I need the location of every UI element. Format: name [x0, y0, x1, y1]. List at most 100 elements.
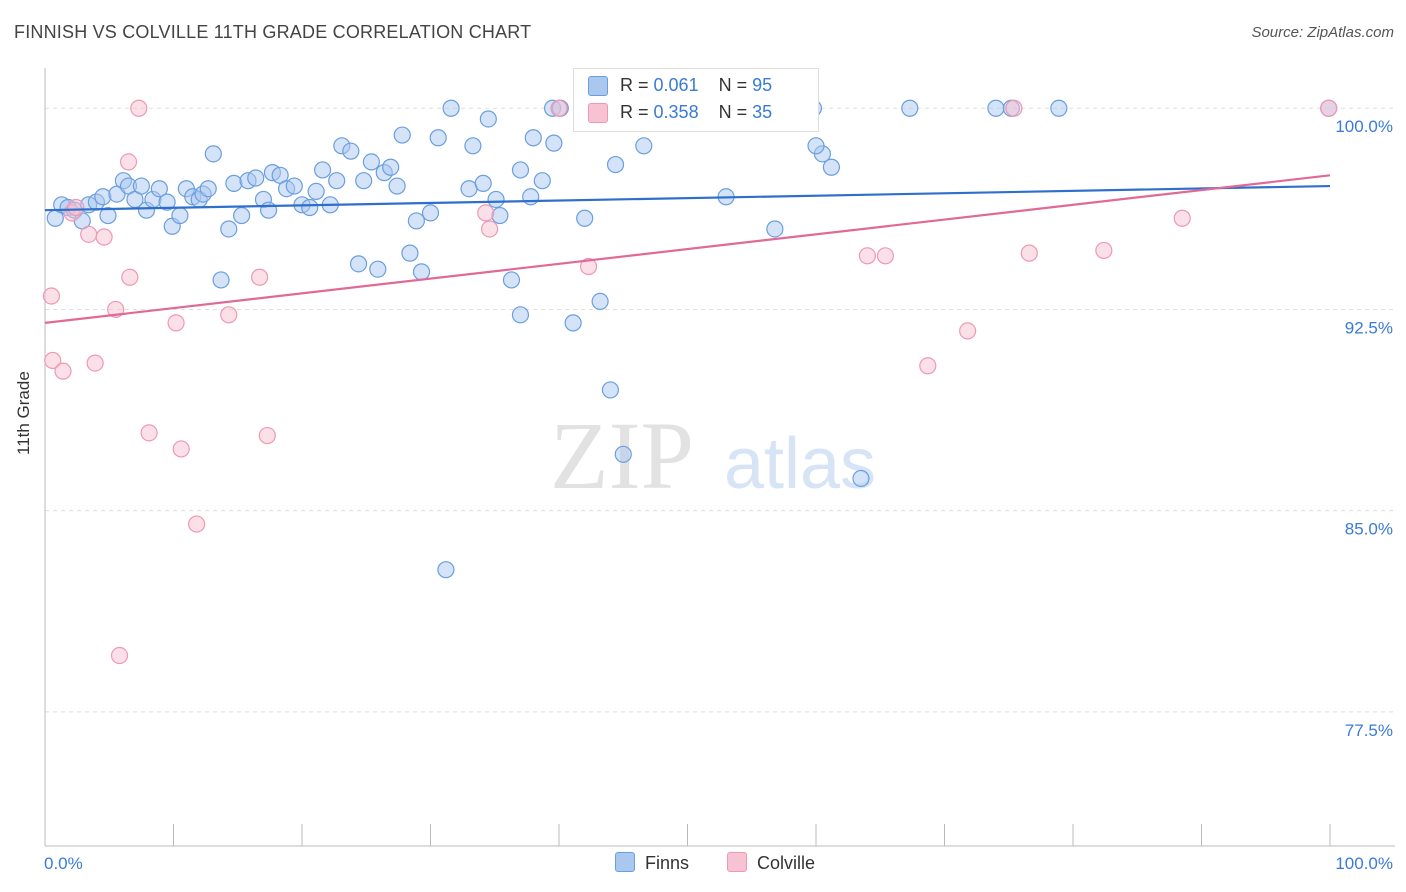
colville-n-value: 35: [752, 102, 773, 122]
stats-legend: R = 0.061 N = 95 R = 0.358 N = 35: [573, 68, 819, 132]
x-tick-label-min: 0.0%: [44, 854, 83, 873]
finns-point: [150, 180, 168, 198]
colville-n-label: N =: [718, 102, 748, 122]
y-tick-labels: 77.5% 85.0% 92.5% 100.0%: [1335, 117, 1393, 740]
finns-point: [158, 193, 176, 211]
x-tick-label-max: 100.0%: [1335, 854, 1393, 873]
finns-point: [393, 126, 411, 144]
finns-point: [204, 145, 222, 163]
colville-point: [86, 354, 104, 372]
colville-point: [95, 228, 113, 246]
finns-point: [429, 129, 447, 147]
finns-point: [247, 169, 265, 187]
series-colville: [42, 99, 1338, 665]
legend-item-colville[interactable]: Colville: [727, 852, 815, 874]
finns-point: [822, 158, 841, 176]
legend-finns-label: Finns: [645, 853, 690, 873]
colville-point: [42, 287, 61, 305]
y-tick-label: 100.0%: [1335, 117, 1393, 136]
finns-n-label: N =: [718, 75, 748, 95]
finns-point: [328, 172, 346, 190]
colville-point: [1005, 99, 1023, 117]
finns-point: [852, 469, 870, 488]
finns-point: [601, 381, 620, 399]
finns-point: [1050, 99, 1068, 117]
finns-point: [307, 182, 325, 201]
finns-point: [901, 99, 919, 117]
colville-point: [1173, 209, 1191, 227]
colville-point: [876, 247, 894, 265]
finns-point: [362, 153, 380, 171]
finns-point: [491, 206, 509, 225]
finns-point: [212, 271, 230, 289]
finns-point: [614, 445, 632, 463]
finns-trend-line: [44, 184, 1331, 212]
zipatlas-watermark: ZIP atlas: [550, 402, 876, 509]
finns-point: [285, 177, 303, 195]
colville-point: [579, 257, 598, 276]
colville-point: [188, 515, 206, 533]
colville-point: [1020, 244, 1038, 262]
finns-r-value: 0.061: [653, 75, 699, 95]
colville-point: [67, 198, 85, 217]
finns-point: [576, 209, 594, 227]
finns-legend-swatch: [615, 852, 635, 872]
finns-point: [99, 206, 117, 225]
finns-point: [388, 177, 406, 195]
axes: [44, 68, 1395, 847]
legend-row-finns: R = 0.061 N = 95: [588, 75, 772, 99]
colville-legend-swatch: [727, 852, 747, 872]
finns-point: [635, 137, 653, 155]
finns-point: [94, 188, 112, 206]
finns-point: [522, 188, 540, 206]
chart-title: FINNISH VS COLVILLE 11TH GRADE CORRELATI…: [14, 22, 532, 42]
colville-point: [80, 225, 98, 243]
colville-point: [121, 268, 139, 286]
finns-point: [487, 190, 505, 209]
colville-trend-line: [44, 174, 1331, 324]
colville-point: [140, 424, 158, 442]
series-legend: Finns Colville: [0, 852, 1406, 876]
colville-swatch: [588, 103, 608, 124]
finns-point: [220, 220, 238, 238]
finns-point: [533, 172, 551, 190]
finns-point: [502, 271, 521, 289]
finns-point: [511, 161, 530, 179]
finns-point: [349, 255, 368, 273]
finns-point: [171, 206, 189, 225]
colville-point: [110, 646, 129, 665]
finns-point: [407, 212, 425, 230]
finns-point: [313, 161, 332, 179]
colville-point: [172, 440, 190, 458]
colville-point: [258, 426, 276, 445]
colville-point: [220, 306, 238, 324]
finns-point: [987, 99, 1005, 117]
colville-point: [119, 153, 138, 171]
finns-point: [464, 137, 482, 155]
finns-point: [301, 198, 319, 217]
finns-point: [132, 177, 150, 195]
colville-point: [167, 314, 185, 332]
finns-point: [199, 180, 217, 198]
finns-point: [259, 201, 278, 219]
x-tick-labels: 0.0% 100.0%: [44, 854, 1393, 873]
colville-point: [1095, 241, 1113, 260]
finns-point: [421, 204, 440, 222]
legend-item-finns[interactable]: Finns: [615, 852, 689, 874]
watermark-atlas: atlas: [724, 424, 876, 504]
finns-point: [342, 142, 360, 160]
finns-point: [437, 561, 455, 579]
finns-point: [382, 158, 400, 176]
source-label: Source: ZipAtlas.com: [1251, 24, 1394, 41]
finns-r-label: R =: [620, 75, 649, 95]
colville-point: [44, 351, 62, 370]
colville-point: [919, 357, 937, 375]
finns-point: [233, 206, 251, 225]
finns-point: [564, 314, 582, 332]
finns-point: [766, 220, 784, 238]
finns-point: [524, 129, 542, 147]
finns-point: [479, 110, 497, 128]
finns-point: [511, 306, 530, 324]
finns-point: [591, 292, 609, 310]
